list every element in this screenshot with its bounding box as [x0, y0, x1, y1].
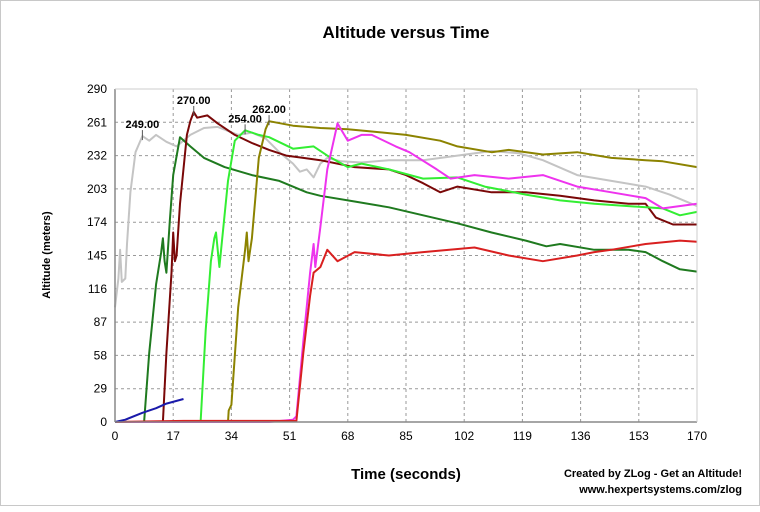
y-tick-label: 174 — [87, 215, 107, 229]
peak-label: 254.00 — [228, 113, 262, 125]
x-tick-label: 17 — [167, 429, 181, 443]
series-line-dark-green — [115, 136, 698, 423]
x-tick-label: 153 — [629, 429, 649, 443]
peak-label: 249.00 — [126, 119, 160, 131]
chart-title: Altitude versus Time — [323, 23, 490, 42]
x-tick-label: 34 — [225, 429, 239, 443]
y-tick-label: 116 — [88, 282, 107, 296]
peak-label: 262.00 — [252, 104, 286, 116]
series-line-bright-green — [115, 129, 698, 423]
x-tick-label: 51 — [283, 429, 297, 443]
y-tick-label: 145 — [87, 249, 107, 263]
peak-label: 270.00 — [177, 95, 211, 107]
y-tick-label: 290 — [87, 82, 107, 96]
x-tick-label: 85 — [399, 429, 413, 443]
y-tick-label: 58 — [94, 348, 108, 362]
credit-line-2: www.hexpertsystems.com/zlog — [578, 484, 742, 496]
x-tick-label: 0 — [112, 429, 119, 443]
y-tick-label: 232 — [87, 149, 107, 163]
credit-line-1: Created by ZLog - Get an Altitude! — [564, 468, 742, 480]
x-tick-label: 68 — [341, 429, 355, 443]
x-tick-label: 102 — [454, 429, 474, 443]
series-line-red — [114, 239, 698, 423]
y-tick-label: 203 — [87, 182, 107, 196]
x-tick-label: 170 — [687, 429, 707, 443]
series-line-olive — [115, 120, 698, 423]
series-line-blue — [114, 398, 184, 423]
x-axis-label: Time (seconds) — [351, 466, 461, 483]
series-line-gray — [114, 125, 698, 308]
series-line-maroon — [115, 111, 697, 423]
y-tick-label: 0 — [100, 415, 107, 429]
y-tick-label: 87 — [94, 315, 108, 329]
x-tick-label: 119 — [513, 429, 532, 443]
y-tick-label: 261 — [87, 115, 107, 129]
x-tick-label: 136 — [571, 429, 591, 443]
y-axis-label: Altitude (meters) — [41, 211, 53, 299]
y-tick-label: 29 — [94, 382, 108, 396]
